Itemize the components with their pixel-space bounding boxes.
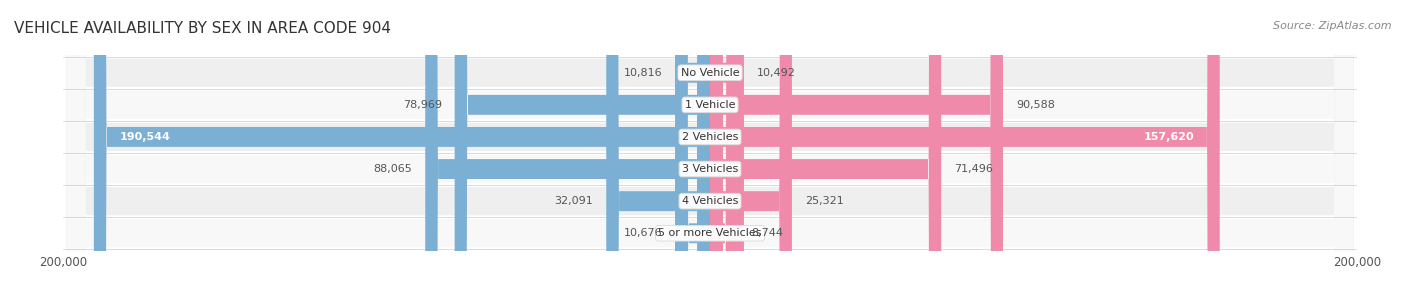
Text: 5 or more Vehicles: 5 or more Vehicles: [658, 228, 762, 238]
Text: 32,091: 32,091: [554, 196, 593, 206]
Text: 157,620: 157,620: [1143, 132, 1194, 142]
FancyBboxPatch shape: [710, 0, 738, 306]
FancyBboxPatch shape: [66, 0, 1354, 306]
Text: 71,496: 71,496: [955, 164, 993, 174]
Text: 10,676: 10,676: [624, 228, 662, 238]
Text: 2 Vehicles: 2 Vehicles: [682, 132, 738, 142]
Text: No Vehicle: No Vehicle: [681, 68, 740, 78]
Text: 4 Vehicles: 4 Vehicles: [682, 196, 738, 206]
FancyBboxPatch shape: [710, 0, 792, 306]
FancyBboxPatch shape: [66, 0, 1354, 306]
FancyBboxPatch shape: [454, 0, 710, 306]
Text: 10,816: 10,816: [623, 68, 662, 78]
Text: 190,544: 190,544: [120, 132, 170, 142]
FancyBboxPatch shape: [66, 0, 1354, 306]
FancyBboxPatch shape: [606, 0, 710, 306]
FancyBboxPatch shape: [66, 0, 1354, 306]
Text: 3 Vehicles: 3 Vehicles: [682, 164, 738, 174]
Text: 8,744: 8,744: [751, 228, 783, 238]
FancyBboxPatch shape: [66, 0, 1354, 306]
Text: 88,065: 88,065: [374, 164, 412, 174]
Text: 78,969: 78,969: [402, 100, 441, 110]
Text: 25,321: 25,321: [804, 196, 844, 206]
Text: 10,492: 10,492: [756, 68, 796, 78]
Text: VEHICLE AVAILABILITY BY SEX IN AREA CODE 904: VEHICLE AVAILABILITY BY SEX IN AREA CODE…: [14, 21, 391, 36]
FancyBboxPatch shape: [710, 0, 941, 306]
FancyBboxPatch shape: [425, 0, 710, 306]
FancyBboxPatch shape: [710, 0, 1220, 306]
Text: 90,588: 90,588: [1017, 100, 1054, 110]
FancyBboxPatch shape: [710, 0, 744, 306]
FancyBboxPatch shape: [710, 0, 1002, 306]
FancyBboxPatch shape: [675, 0, 710, 306]
Text: Source: ZipAtlas.com: Source: ZipAtlas.com: [1274, 21, 1392, 32]
FancyBboxPatch shape: [66, 0, 1354, 306]
Text: 1 Vehicle: 1 Vehicle: [685, 100, 735, 110]
FancyBboxPatch shape: [94, 0, 710, 306]
FancyBboxPatch shape: [675, 0, 710, 306]
